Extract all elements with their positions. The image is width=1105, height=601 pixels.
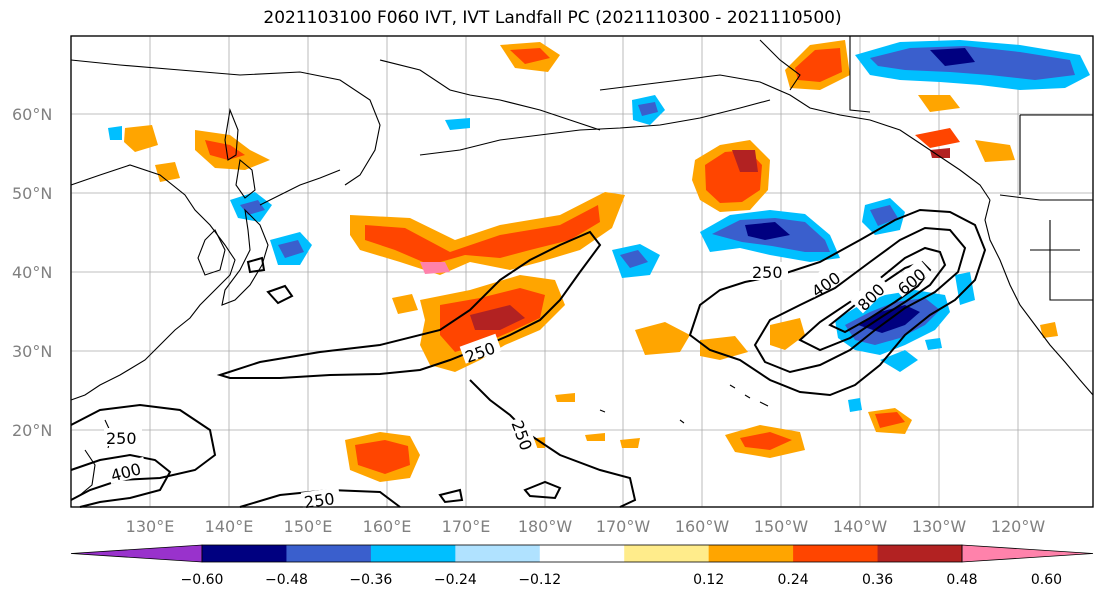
map-panel: 250 400 800 600 250 250 250 400 250 xyxy=(70,35,1094,512)
lon-label-140w: 140°W xyxy=(833,517,888,536)
colorbar-tick-label: −0.24 xyxy=(434,572,477,588)
lon-label-150w: 150°W xyxy=(754,517,809,536)
lon-label-160w: 160°W xyxy=(675,517,730,536)
colorbar-tick-label: 0.12 xyxy=(693,572,724,588)
lat-label-20: 20°N xyxy=(12,421,52,440)
map-title: 2021103100 F060 IVT, IVT Landfall PC (20… xyxy=(263,8,842,28)
colorbar-tick-label: 0.48 xyxy=(946,572,977,588)
lon-label-130w: 130°W xyxy=(912,517,967,536)
lon-label-120w: 120°W xyxy=(991,517,1046,536)
lon-label-170w: 170°W xyxy=(596,517,651,536)
colorbar-tick-label: 0.24 xyxy=(778,572,809,588)
colorbar-cell xyxy=(286,545,372,562)
colorbar-tick-label: −0.12 xyxy=(518,572,561,588)
colorbar-cell xyxy=(708,545,794,562)
colorbar-extend-high xyxy=(961,544,1094,563)
colorbar-cell xyxy=(877,545,963,562)
colorbar-tick-label: 0.60 xyxy=(1031,572,1062,588)
colorbar-tick-label: −0.48 xyxy=(265,572,308,588)
coastlines xyxy=(70,36,1094,496)
lon-label-160e: 160°E xyxy=(363,517,412,536)
colorbar-tick-labels: −0.60 −0.48 −0.36 −0.24 −0.12 0.12 0.24 … xyxy=(181,572,1062,588)
colorbar xyxy=(70,544,1094,563)
lon-label-170e: 170°E xyxy=(442,517,491,536)
positive-anomaly-fills xyxy=(124,40,1058,482)
colorbar-cell xyxy=(539,545,625,562)
colorbar-cell xyxy=(202,545,287,562)
colorbar-cell xyxy=(370,545,456,562)
map-frame-border xyxy=(70,35,1094,508)
colorbar-cell xyxy=(624,545,710,562)
lon-label-140e: 140°E xyxy=(205,517,254,536)
latitude-labels: 60°N 50°N 40°N 30°N 20°N xyxy=(12,105,52,440)
colorbar-extend-low xyxy=(70,544,203,563)
colorbar-outline xyxy=(201,544,963,563)
lon-label-150e: 150°E xyxy=(284,517,333,536)
contour-label-250-a: 250 xyxy=(752,263,783,282)
contour-label-250-e: 250 xyxy=(303,489,336,512)
longitude-labels: 130°E 140°E 150°E 160°E 170°E 180°W 170°… xyxy=(126,517,1046,536)
lon-label-180w: 180°W xyxy=(518,517,573,536)
colorbar-cell xyxy=(455,545,541,562)
colorbar-tick-label: −0.36 xyxy=(349,572,392,588)
lat-label-40: 40°N xyxy=(12,263,52,282)
lat-label-30: 30°N xyxy=(12,342,52,361)
lat-label-50: 50°N xyxy=(12,184,52,203)
colorbar-tick-label: −0.60 xyxy=(181,572,224,588)
contour-label-250-d: 250 xyxy=(106,429,137,448)
lat-label-60: 60°N xyxy=(12,105,52,124)
colorbar-cell xyxy=(793,545,879,562)
lon-label-130e: 130°E xyxy=(126,517,175,536)
colorbar-tick-label: 0.36 xyxy=(862,572,893,588)
